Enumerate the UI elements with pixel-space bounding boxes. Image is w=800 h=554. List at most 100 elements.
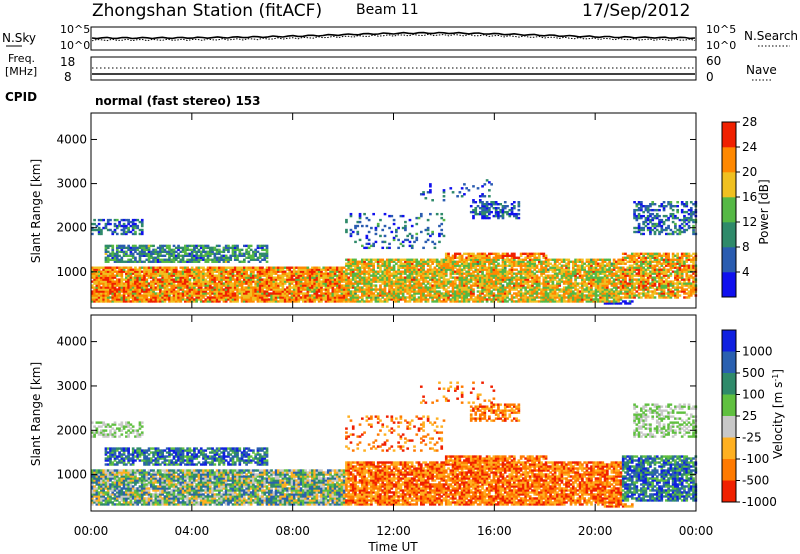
heatmap-cell	[301, 274, 305, 277]
heatmap-cell	[490, 201, 493, 204]
heatmap-cell	[512, 204, 516, 208]
heatmap-cell	[399, 274, 403, 277]
heatmap-cell	[106, 294, 110, 297]
heatmap-cell	[274, 300, 278, 303]
heatmap-cell	[401, 244, 405, 248]
heatmap-cell	[406, 278, 410, 281]
heatmap-cell	[481, 298, 484, 301]
heatmap-cell	[204, 258, 208, 261]
heatmap-cell	[258, 270, 262, 273]
heatmap-cell	[438, 290, 441, 293]
heatmap-cell	[129, 284, 133, 287]
freq-label: Freq.	[8, 52, 35, 65]
heatmap-cell	[272, 282, 276, 285]
heatmap-cell	[143, 280, 146, 283]
heatmap-cell	[503, 288, 507, 291]
heatmap-cell	[313, 278, 317, 281]
heatmap-cell	[481, 185, 484, 188]
heatmap-cell	[131, 284, 135, 287]
heatmap-cell	[379, 268, 382, 271]
heatmap-cell	[556, 268, 559, 271]
heatmap-cell	[97, 292, 101, 295]
heatmap-cell	[533, 266, 537, 269]
heatmap-cell	[199, 270, 203, 273]
heatmap-cell	[211, 278, 214, 281]
heatmap-cell	[231, 294, 235, 297]
heatmap-cell	[594, 292, 598, 295]
heatmap-cell	[592, 280, 596, 283]
heatmap-cell	[204, 244, 208, 248]
heatmap-cell	[537, 276, 541, 279]
heatmap-cell	[581, 266, 584, 269]
heatmap-cell	[326, 278, 330, 281]
heatmap-cell	[283, 278, 287, 281]
heatmap-cell	[497, 294, 500, 297]
heatmap-cell	[587, 260, 591, 263]
heatmap-cell	[528, 272, 532, 275]
heatmap-cell	[333, 300, 337, 303]
heatmap-cell	[184, 260, 187, 263]
heatmap-cell	[596, 300, 600, 303]
heatmap-cell	[549, 286, 552, 289]
heatmap-cell	[367, 246, 371, 250]
heatmap-cell	[168, 300, 171, 303]
heatmap-cell	[510, 294, 514, 297]
heatmap-cell	[118, 292, 121, 295]
heatmap-cell	[433, 266, 437, 269]
heatmap-cell	[562, 270, 566, 273]
heatmap-cell	[286, 278, 289, 281]
heatmap-cell	[140, 274, 144, 277]
heatmap-cell	[265, 268, 269, 271]
heatmap-cell	[190, 252, 194, 256]
heatmap-cell	[549, 258, 552, 261]
heatmap-cell	[590, 278, 593, 281]
heatmap-cell	[338, 294, 341, 297]
heatmap-cell	[313, 284, 317, 287]
heatmap-cell	[140, 282, 144, 285]
heatmap-cell	[419, 264, 423, 267]
heatmap-cell	[195, 290, 199, 293]
heatmap-cell	[274, 272, 278, 275]
heatmap-cell	[113, 252, 117, 256]
heatmap-cell	[295, 278, 298, 281]
heatmap-cell	[308, 296, 312, 299]
heatmap-cell	[165, 252, 169, 256]
heatmap-cell	[222, 258, 226, 261]
heatmap-cell	[431, 280, 434, 283]
heatmap-cell	[388, 298, 391, 301]
heatmap-cell	[100, 266, 103, 269]
heatmap-cell	[308, 270, 312, 273]
heatmap-cell	[449, 290, 453, 293]
heatmap-cell	[603, 288, 607, 291]
heatmap-cell	[594, 266, 598, 269]
heatmap-cell	[120, 286, 124, 289]
heatmap-cell	[594, 296, 598, 299]
heatmap-cell	[478, 270, 482, 273]
heatmap-cell	[512, 300, 516, 303]
heatmap-cell	[417, 288, 421, 291]
heatmap-cell	[320, 274, 323, 277]
heatmap-cell	[227, 284, 230, 287]
heatmap-cell	[333, 294, 337, 297]
heatmap-cell	[569, 272, 573, 275]
heatmap-cell	[256, 288, 260, 291]
heatmap-cell	[147, 298, 151, 301]
heatmap-cell	[115, 296, 119, 299]
heatmap-cell	[356, 272, 360, 275]
heatmap-cell	[111, 292, 115, 295]
heatmap-cell	[224, 288, 228, 291]
heatmap-cell	[395, 270, 398, 273]
heatmap-cell	[449, 270, 453, 273]
heatmap-cell	[435, 282, 439, 285]
heatmap-cell	[311, 266, 314, 269]
heatmap-cell	[494, 254, 498, 258]
heatmap-cell	[91, 232, 94, 236]
heatmap-cell	[571, 264, 575, 267]
heatmap-cell	[233, 274, 237, 277]
date-label: 17/Sep/2012	[582, 1, 690, 21]
heatmap-cell	[370, 260, 373, 263]
heatmap-cell	[592, 258, 596, 261]
heatmap-cell	[109, 244, 112, 248]
heatmap-cell	[522, 270, 525, 273]
heatmap-cell	[442, 264, 446, 267]
